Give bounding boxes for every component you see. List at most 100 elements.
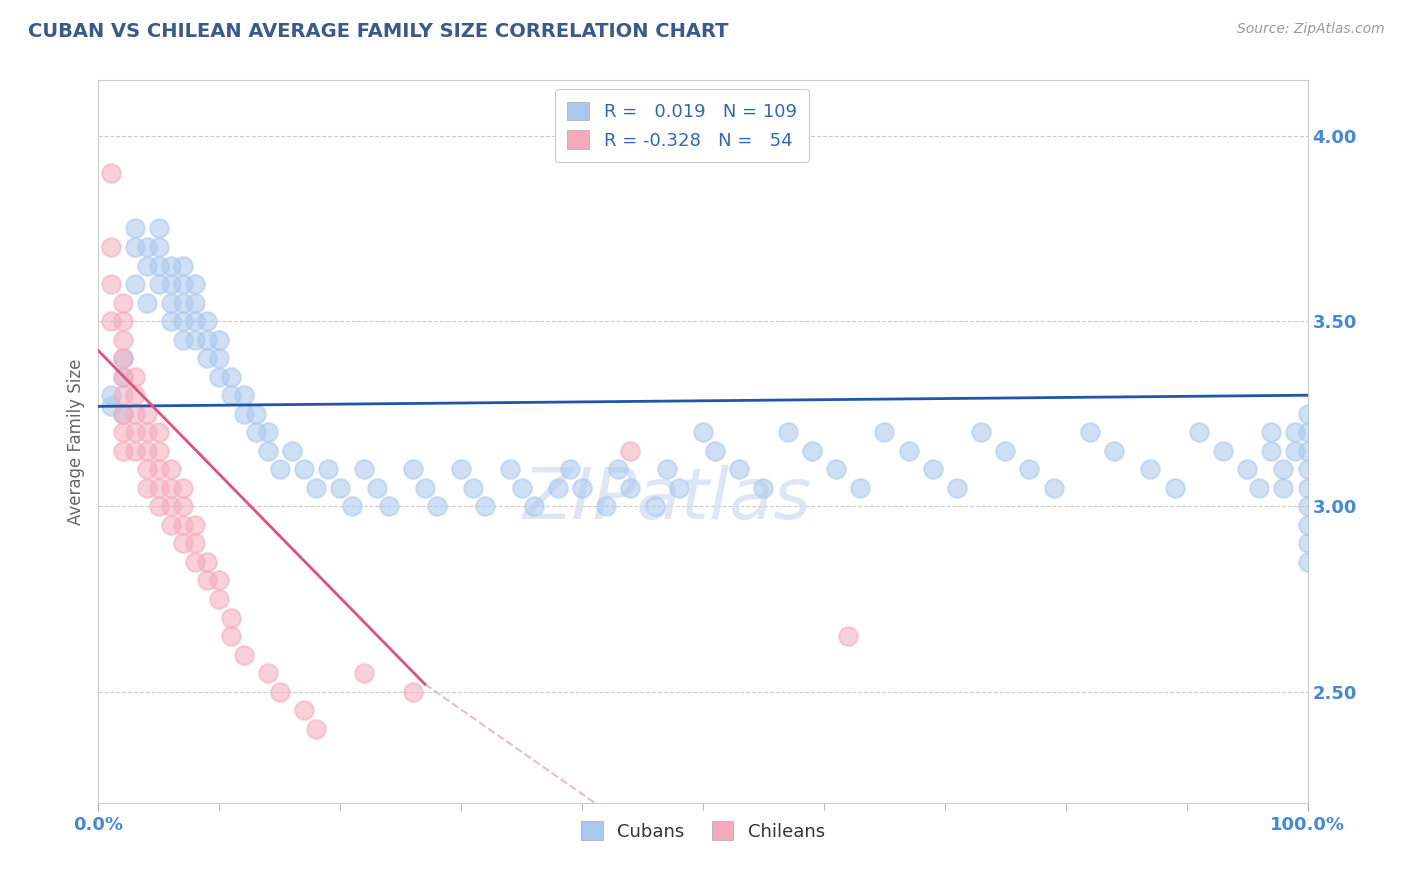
Point xyxy=(100,388,122,402)
Point xyxy=(510,481,533,495)
Point xyxy=(160,295,183,310)
Point xyxy=(655,462,678,476)
Point xyxy=(558,462,581,476)
Point xyxy=(921,462,943,476)
Point xyxy=(172,500,194,514)
Point xyxy=(752,481,775,495)
Point xyxy=(800,443,823,458)
Point xyxy=(111,333,134,347)
Point xyxy=(1296,536,1319,550)
Point xyxy=(148,481,170,495)
Point xyxy=(100,314,122,328)
Point xyxy=(970,425,993,440)
Point xyxy=(426,500,449,514)
Point xyxy=(111,351,134,366)
Point xyxy=(668,481,690,495)
Point xyxy=(111,314,134,328)
Point xyxy=(1296,517,1319,532)
Point xyxy=(1296,443,1319,458)
Point xyxy=(172,259,194,273)
Point xyxy=(245,407,267,421)
Point xyxy=(208,574,231,588)
Point xyxy=(342,500,364,514)
Point xyxy=(232,648,254,662)
Point xyxy=(111,407,134,421)
Point xyxy=(1163,481,1185,495)
Point xyxy=(1078,425,1101,440)
Point xyxy=(450,462,472,476)
Point xyxy=(897,443,920,458)
Point xyxy=(825,462,848,476)
Point xyxy=(124,240,146,254)
Point xyxy=(474,500,496,514)
Point xyxy=(172,517,194,532)
Point xyxy=(184,536,207,550)
Point xyxy=(366,481,388,495)
Point xyxy=(148,221,170,235)
Point xyxy=(148,425,170,440)
Point xyxy=(172,536,194,550)
Point xyxy=(184,277,207,291)
Point xyxy=(994,443,1017,458)
Point xyxy=(353,462,375,476)
Point xyxy=(184,295,207,310)
Point xyxy=(776,425,799,440)
Point xyxy=(353,666,375,681)
Point xyxy=(221,610,243,624)
Point xyxy=(195,314,218,328)
Point xyxy=(413,481,436,495)
Point xyxy=(1296,407,1319,421)
Point xyxy=(124,388,146,402)
Point xyxy=(135,443,157,458)
Point xyxy=(1188,425,1211,440)
Point xyxy=(607,462,630,476)
Point xyxy=(111,295,134,310)
Point xyxy=(135,425,157,440)
Point xyxy=(100,277,122,291)
Point xyxy=(232,388,254,402)
Point xyxy=(221,629,243,643)
Point xyxy=(135,481,157,495)
Point xyxy=(1260,443,1282,458)
Point xyxy=(148,277,170,291)
Point xyxy=(160,314,183,328)
Point xyxy=(184,333,207,347)
Point xyxy=(160,462,183,476)
Point xyxy=(172,481,194,495)
Point xyxy=(172,314,194,328)
Point xyxy=(148,443,170,458)
Point xyxy=(160,259,183,273)
Point xyxy=(208,351,231,366)
Point xyxy=(172,295,194,310)
Point xyxy=(1272,481,1295,495)
Point xyxy=(402,684,425,698)
Point xyxy=(172,277,194,291)
Text: Source: ZipAtlas.com: Source: ZipAtlas.com xyxy=(1237,22,1385,37)
Point xyxy=(523,500,546,514)
Point xyxy=(124,277,146,291)
Point xyxy=(111,369,134,384)
Point xyxy=(1296,500,1319,514)
Point xyxy=(111,407,134,421)
Point xyxy=(1260,425,1282,440)
Point xyxy=(160,500,183,514)
Point xyxy=(208,333,231,347)
Point xyxy=(124,443,146,458)
Point xyxy=(946,481,969,495)
Point xyxy=(402,462,425,476)
Point xyxy=(269,462,291,476)
Point xyxy=(256,666,278,681)
Point xyxy=(232,407,254,421)
Point xyxy=(100,166,122,180)
Point xyxy=(281,443,304,458)
Point xyxy=(498,462,520,476)
Point xyxy=(111,388,134,402)
Point xyxy=(463,481,485,495)
Point xyxy=(1042,481,1064,495)
Point xyxy=(849,481,872,495)
Point xyxy=(873,425,896,440)
Point xyxy=(124,369,146,384)
Point xyxy=(1249,481,1271,495)
Point xyxy=(571,481,593,495)
Point xyxy=(111,443,134,458)
